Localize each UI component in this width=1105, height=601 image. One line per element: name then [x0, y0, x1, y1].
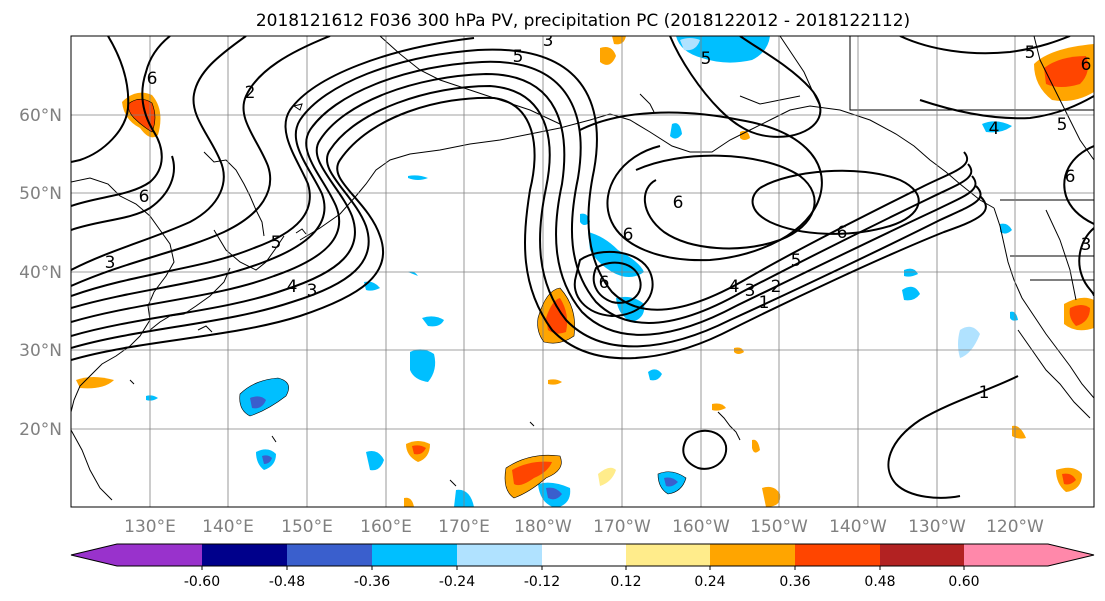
lon-tick-label: 160°W — [672, 517, 730, 537]
shaded-anomalies — [76, 36, 1094, 507]
lon-axis: 130°E 140°E 150°E 160°E 170°E 180°W 170°… — [124, 517, 1044, 537]
contour-label: 4 — [989, 119, 1000, 139]
coastlines — [71, 36, 1094, 501]
colorbar-tick-label: -0.24 — [439, 574, 475, 590]
colorbar-segment — [202, 544, 287, 566]
colorbar-segment — [457, 544, 542, 566]
figure-title: 2018121612 F036 300 hPa PV, precipitatio… — [256, 11, 910, 31]
colorbar-segment — [117, 544, 202, 566]
colorbar-extend-left — [71, 544, 117, 566]
contour-label: 5 — [271, 233, 282, 253]
contour-labels: 6 2 6 3 5 4 3 5 6 6 6 6 5 4 3 2 1 1 5 6 … — [105, 31, 1092, 403]
colorbar-segment — [287, 544, 372, 566]
contour-label: 6 — [1065, 167, 1076, 187]
colorbar-tick-label: 0.24 — [694, 574, 725, 590]
lat-tick-label: 40°N — [19, 263, 62, 283]
colorbar-segment — [964, 544, 1048, 566]
lon-tick-label: 140°W — [829, 517, 887, 537]
contour-label: 5 — [791, 251, 802, 271]
contour-label: 1 — [979, 383, 990, 403]
colorbar-tick-label: 0.60 — [948, 574, 979, 590]
colorbar-tick-label: -0.48 — [269, 574, 305, 590]
contour-label: 3 — [105, 253, 116, 273]
lon-tick-label: 180°W — [514, 517, 572, 537]
contour-label: 6 — [673, 193, 684, 213]
pv-contours — [71, 36, 1094, 499]
colorbar: -0.60 -0.48 -0.36 -0.24 -0.12 0.12 0.24 … — [70, 543, 1095, 590]
colorbar-tick-label: 0.12 — [610, 574, 641, 590]
lon-tick-label: 150°W — [750, 517, 808, 537]
contour-label: 4 — [287, 277, 298, 297]
contour-label: 5 — [701, 49, 712, 69]
contour-label: 3 — [307, 281, 318, 301]
map-frame — [70, 35, 1095, 508]
lon-tick-label: 160°E — [360, 517, 412, 537]
contour-label: 3 — [543, 31, 554, 51]
lon-tick-label: 120°W — [986, 517, 1044, 537]
contour-label: 3 — [1081, 235, 1092, 255]
colorbar-segment — [710, 544, 795, 566]
islands — [129, 93, 801, 487]
colorbar-tick-label: 0.36 — [779, 574, 810, 590]
contour-label: 5 — [1057, 115, 1068, 135]
contour-label: 5 — [513, 47, 524, 67]
contour-label: 6 — [599, 273, 610, 293]
contour-label: 6 — [147, 69, 158, 89]
lon-tick-label: 130°E — [124, 517, 176, 537]
colorbar-segment — [795, 544, 880, 566]
contour-label: 4 — [729, 277, 740, 297]
colorbar-segment — [542, 544, 626, 566]
lon-tick-label: 140°E — [202, 517, 254, 537]
contour-label: 2 — [245, 83, 256, 103]
lat-tick-label: 30°N — [19, 341, 62, 361]
shading-outlines — [127, 98, 687, 499]
contour-label: 6 — [623, 225, 634, 245]
contour-label: 6 — [837, 223, 848, 243]
colorbar-segment — [880, 544, 964, 566]
colorbar-tick-label: -0.12 — [524, 574, 560, 590]
grid — [71, 36, 1094, 507]
lon-tick-label: 170°E — [438, 517, 490, 537]
contour-label: 5 — [1025, 43, 1036, 63]
contour-label: 2 — [771, 277, 782, 297]
contour-label: 1 — [759, 293, 770, 313]
lat-tick-label: 50°N — [19, 184, 62, 204]
contour-label: 3 — [745, 281, 756, 301]
colorbar-extend-right — [1048, 544, 1094, 566]
colorbar-tick-label: -0.36 — [354, 574, 390, 590]
colorbar-tick-label: -0.60 — [184, 574, 220, 590]
contour-label: 6 — [1081, 55, 1092, 75]
lon-tick-label: 150°E — [281, 517, 333, 537]
colorbar-tick-label: 0.48 — [864, 574, 895, 590]
colorbar-outline — [70, 543, 1095, 567]
colorbar-segment — [372, 544, 457, 566]
lat-axis: 60°N 50°N 40°N 30°N 20°N — [19, 106, 62, 440]
lon-tick-label: 130°W — [908, 517, 966, 537]
lat-tick-label: 60°N — [19, 106, 62, 126]
contour-label: 6 — [139, 187, 150, 207]
map-area: 6 2 6 3 5 4 3 5 6 6 6 6 5 4 3 2 1 1 5 6 … — [71, 31, 1094, 507]
lat-tick-label: 20°N — [19, 420, 62, 440]
colorbar-segment — [626, 544, 710, 566]
lon-tick-label: 170°W — [593, 517, 651, 537]
